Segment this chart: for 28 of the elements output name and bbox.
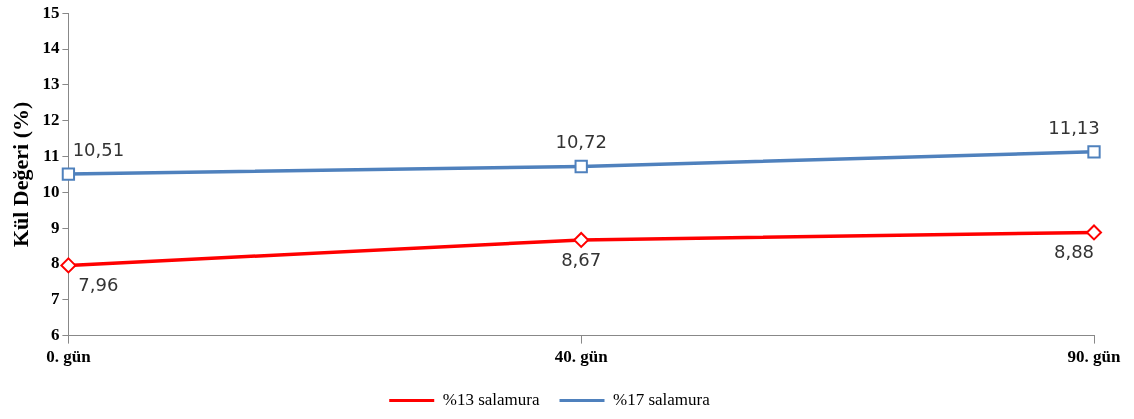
y-tick-label: 6: [50, 324, 60, 344]
legend-label: %17 salamura: [613, 389, 711, 409]
point: [574, 159, 588, 174]
point: [1087, 145, 1101, 159]
data-label: 11,13: [1048, 116, 1100, 138]
data-label: 8,67: [561, 248, 602, 270]
y-tick-label: 7: [50, 289, 60, 309]
y-tick-label: 15: [42, 2, 60, 22]
y-tick-label: 9: [50, 217, 60, 237]
point: [61, 167, 76, 181]
data-label: 8,88: [1053, 241, 1095, 263]
y-tick-label: 12: [42, 110, 60, 130]
point: [573, 231, 590, 248]
legend-label: %13 salamura: [442, 389, 540, 409]
x-tick-label: 0. gün: [46, 347, 92, 367]
y-axis-title: Kül Değeri (%): [7, 101, 33, 248]
x-tick-label: 90. gün: [1067, 347, 1121, 367]
data-label: 7,96: [78, 274, 119, 296]
y-tick-label: 14: [42, 38, 60, 58]
y-tick-label: 8: [50, 253, 60, 273]
data-label: 10,51: [72, 138, 125, 160]
y-tick-label: 13: [42, 74, 60, 94]
point: [1086, 224, 1102, 241]
x-tick-label: 40. gün: [554, 347, 609, 367]
data-label: 10,72: [555, 131, 607, 153]
y-tick-label: 11: [43, 145, 60, 165]
point: [60, 257, 77, 274]
y-tick-label: 10: [42, 181, 60, 201]
